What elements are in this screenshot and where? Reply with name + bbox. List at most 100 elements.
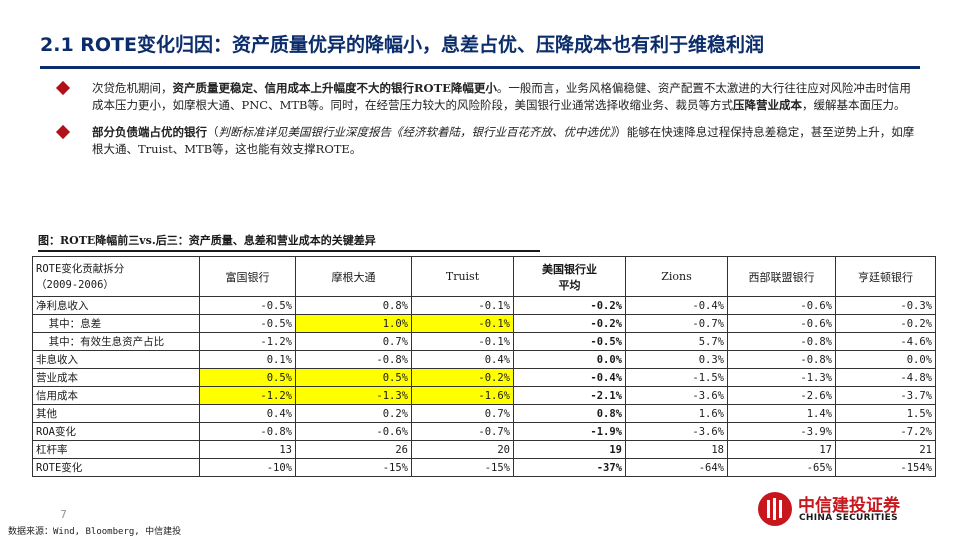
table-cell: 0.5%	[295, 368, 412, 387]
bullet-emphasis: 压降营业成本	[733, 98, 802, 112]
bullet-item-liability: 部分负债端占优的银行（判断标准详见美国银行业深度报告《经济软着陆，银行业百花齐放…	[55, 124, 918, 158]
header-cell-bank: 亨廷顿银行	[835, 256, 936, 297]
table-row: 杠杆率 13 26 20 19 18 17 21	[32, 440, 936, 459]
table-cell: 0.4%	[411, 350, 514, 369]
table-cell: -3.9%	[727, 422, 836, 441]
table-cell: -0.2%	[411, 368, 514, 387]
table-cell: -0.6%	[295, 422, 412, 441]
table-cell: 20	[411, 440, 514, 459]
row-label: 信用成本	[32, 386, 200, 405]
figure-caption: 图：ROTE降幅前三vs.后三：资产质量、息差和营业成本的关键差异	[38, 234, 376, 247]
title-underline	[40, 66, 920, 69]
table-cell: 0.8%	[513, 404, 626, 423]
table-cell: -37%	[513, 458, 626, 477]
table-cell: -0.2%	[513, 314, 626, 333]
header-cell-bank: 西部联盟银行	[727, 256, 836, 297]
table-row: 其他 0.4% 0.2% 0.7% 0.8% 1.6% 1.4% 1.5%	[32, 404, 936, 423]
table-cell: 21	[835, 440, 936, 459]
table-cell: 1.5%	[835, 404, 936, 423]
table-row: 信用成本 -1.2% -1.3% -1.6% -2.1% -3.6% -2.6% -3.7%	[32, 386, 936, 405]
company-logo: 中信建投证券 CHINA SECURITIES	[758, 490, 928, 530]
table-cell: -0.8%	[199, 422, 296, 441]
table-cell: 19	[513, 440, 626, 459]
table-row: ROA变化 -0.8% -0.6% -0.7% -1.9% -3.6% -3.9% -7.2%	[32, 422, 936, 441]
bullet-text: 。一般而言，业务风格偏稳健、资产配置不太激进的大行往往应对风险冲击时信用成本压力…	[92, 81, 911, 112]
table-cell: -1.5%	[625, 368, 728, 387]
logo-name-en: CHINA SECURITIES	[799, 513, 898, 523]
table-cell: -0.7%	[411, 422, 514, 441]
table-row: 其中：息差 -0.5% 1.0% -0.1% -0.2% -0.7% -0.6% -0.2%	[32, 314, 936, 333]
table-cell: -1.3%	[727, 368, 836, 387]
table-cell: -1.2%	[199, 386, 296, 405]
table-row: 非息收入 0.1% -0.8% 0.4% 0.0% 0.3% -0.8% 0.0%	[32, 350, 936, 369]
header-cell-metric: ROTE变化贡献拆分 （2009-2006）	[32, 256, 200, 297]
table-row: 其中：有效生息资产占比 -1.2% 0.7% -0.1% -0.5% 5.7% -0.8% -…	[32, 332, 936, 351]
table-cell: -0.6%	[727, 314, 836, 333]
table-cell: -0.1%	[411, 314, 514, 333]
table-cell: 5.7%	[625, 332, 728, 351]
table-cell: 0.4%	[199, 404, 296, 423]
table-cell: -0.1%	[411, 332, 514, 351]
row-label: 非息收入	[32, 350, 200, 369]
table-cell: -3.6%	[625, 386, 728, 405]
table-cell: -4.6%	[835, 332, 936, 351]
row-label: 其中：息差	[32, 314, 200, 333]
header-cell-bank: Truist	[411, 256, 514, 297]
table-cell: -0.4%	[513, 368, 626, 387]
header-cell-bank: Zions	[625, 256, 728, 297]
row-label: 其中：有效生息资产占比	[32, 332, 200, 351]
table-cell: 13	[199, 440, 296, 459]
diamond-bullet-icon	[55, 80, 71, 96]
table-cell: -154%	[835, 458, 936, 477]
row-label: 其他	[32, 404, 200, 423]
table-row: ROTE变化 -10% -15% -15% -37% -64% -65% -154%	[32, 458, 936, 477]
table-cell: -0.5%	[199, 296, 296, 315]
table-cell: -0.2%	[513, 296, 626, 315]
table-cell: -15%	[295, 458, 412, 477]
table-cell: -10%	[199, 458, 296, 477]
logo-name-cn: 中信建投证券	[798, 496, 900, 516]
table-cell: -7.2%	[835, 422, 936, 441]
table-cell: -0.5%	[513, 332, 626, 351]
header-cell-bank: 富国银行	[199, 256, 296, 297]
table-cell: -0.6%	[727, 296, 836, 315]
table-cell: 0.1%	[199, 350, 296, 369]
table-cell: -0.1%	[411, 296, 514, 315]
table-cell: -64%	[625, 458, 728, 477]
bullet-text: ，缓解基本面压力。	[802, 98, 906, 112]
table-cell: 1.4%	[727, 404, 836, 423]
bullet-item-credit-cost: 次贷危机期间，资产质量更稳定、信用成本上升幅度不大的银行ROTE降幅更小。一般而…	[55, 80, 918, 114]
table-cell: 0.7%	[295, 332, 412, 351]
table-cell: -3.6%	[625, 422, 728, 441]
header-metric-period: （2009-2006）	[36, 278, 114, 291]
page-number: 7	[60, 508, 67, 521]
table-cell: 26	[295, 440, 412, 459]
table-cell: 0.7%	[411, 404, 514, 423]
bullet-reference: 判断标准详见美国银行业深度报告《经济软着陆，银行业百花齐放、优中选优》	[218, 125, 616, 139]
table-cell: -2.6%	[727, 386, 836, 405]
bullet-text: （	[207, 125, 219, 139]
table-cell: -0.3%	[835, 296, 936, 315]
diamond-bullet-icon	[55, 124, 71, 140]
table-cell: 0.5%	[199, 368, 296, 387]
table-cell: 0.8%	[295, 296, 412, 315]
table-cell: -0.8%	[295, 350, 412, 369]
page-title: 2.1 ROTE变化归因：资产质量优异的降幅小，息差占优、压降成本也有利于维稳利…	[40, 34, 764, 56]
table-header-row: ROTE变化贡献拆分 （2009-2006） 富国银行 摩根大通 Truist 美国银…	[32, 256, 936, 297]
table-cell: -0.2%	[835, 314, 936, 333]
table-cell: -1.9%	[513, 422, 626, 441]
row-label: 净利息收入	[32, 296, 200, 315]
bullet-text: 次贷危机期间，	[92, 81, 173, 95]
bullet-emphasis: 部分负债端占优的银行	[92, 125, 207, 139]
table-cell: 17	[727, 440, 836, 459]
table-cell: 1.6%	[625, 404, 728, 423]
table-cell: -0.8%	[727, 350, 836, 369]
table-cell: -0.5%	[199, 314, 296, 333]
rote-attribution-table: ROTE变化贡献拆分 （2009-2006） 富国银行 摩根大通 Truist 美国银…	[32, 256, 936, 477]
table-cell: 0.0%	[835, 350, 936, 369]
table-cell: -0.8%	[727, 332, 836, 351]
header-cell-bank: 摩根大通	[295, 256, 412, 297]
row-label: ROA变化	[32, 422, 200, 441]
row-label: ROTE变化	[32, 458, 200, 477]
table-cell: -0.4%	[625, 296, 728, 315]
